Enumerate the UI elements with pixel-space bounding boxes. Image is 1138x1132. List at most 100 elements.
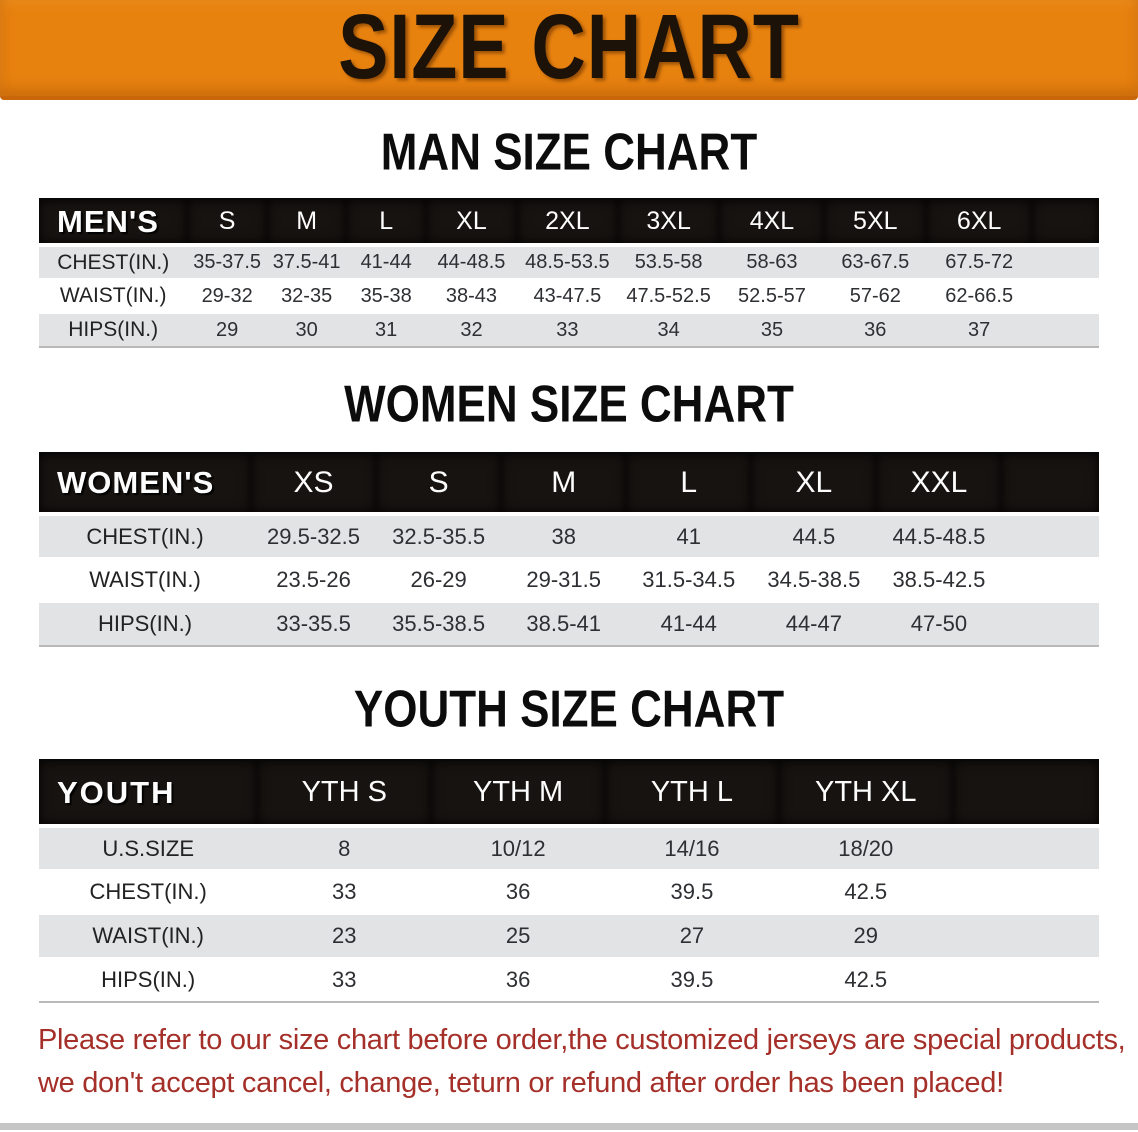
spacer-cell [1001,513,1099,558]
column-header: XXL [876,452,1002,516]
size-cell: 52.5-57 [719,278,825,313]
spacer-cell [1032,198,1099,247]
size-cell: 31.5-34.5 [626,557,752,602]
size-cell: 29.5-32.5 [251,513,377,558]
size-cell: 32 [425,312,518,347]
table-header-row: MEN'S S M L XL 2XL 3XL 4XL 5XL 6XL [39,198,1099,247]
size-cell: 23 [257,913,432,958]
corner-label: MEN'S [39,198,188,247]
column-header: 5XL [824,198,927,247]
spacer-cell [1001,601,1099,646]
column-header: 2XL [517,198,618,247]
column-header: 3XL [617,198,720,247]
size-cell: 34 [617,312,720,347]
size-cell: 34.5-38.5 [751,557,877,602]
size-cell: 62-66.5 [926,278,1033,313]
row-label: HIPS(IN.) [39,957,258,1002]
order-notice: Please refer to our size chart before or… [38,1019,1126,1105]
size-cell: 23.5-26 [251,557,377,602]
size-cell: 31 [346,312,426,347]
column-header: L [346,198,426,247]
row-label: HIPS(IN.) [39,601,251,646]
size-cell: 27 [605,913,779,958]
size-cell: 35.5-38.5 [376,601,502,646]
size-cell: 53.5-58 [617,244,720,279]
column-header: M [501,452,627,516]
size-cell: 63-67.5 [824,244,927,279]
size-cell: 44-48.5 [425,244,518,279]
column-header: YTH XL [778,759,953,828]
table-header-row: WOMEN'S XS S M L XL XXL [39,452,1099,516]
row-label: WAIST(IN.) [39,278,188,313]
size-cell: 44.5 [751,513,877,558]
row-label: CHEST(IN.) [39,244,188,279]
size-cell: 14/16 [605,825,779,870]
column-header: XL [751,452,877,516]
column-header: 6XL [926,198,1033,247]
size-cell: 35 [719,312,825,347]
size-cell: 38.5-42.5 [876,557,1002,602]
size-cell: 10/12 [431,825,606,870]
size-cell: 8 [257,825,432,870]
row-label: U.S.SIZE [39,825,258,870]
size-cell: 38-43 [425,278,518,313]
row-label: WAIST(IN.) [39,557,251,602]
size-cell: 33 [257,957,432,1002]
size-cell: 41 [626,513,752,558]
size-cell: 48.5-53.5 [517,244,618,279]
size-cell: 39.5 [605,957,779,1002]
order-notice-line-1: Please refer to our size chart before or… [38,1024,1126,1056]
table-row: CHEST(IN.) 29.5-32.5 32.5-35.5 38 41 44.5 44.5… [39,513,1099,558]
size-cell: 38 [501,513,627,558]
size-cell: 33 [517,312,618,347]
size-cell: 43-47.5 [517,278,618,313]
column-header: XS [251,452,377,516]
spacer-cell [1032,312,1099,347]
spacer-cell [952,869,1099,914]
size-cell: 35-37.5 [187,244,267,279]
size-cell: 33-35.5 [251,601,377,646]
size-cell: 67.5-72 [926,244,1033,279]
table-row: HIPS(IN.) 29 30 31 32 33 34 35 36 37 [39,312,1099,347]
corner-label: YOUTH [39,759,258,828]
corner-label: WOMEN'S [39,452,251,516]
size-cell: 41-44 [346,244,426,279]
table-row: WAIST(IN.) 23 25 27 29 [39,913,1099,958]
banner-title: SIZE CHART [338,0,800,99]
row-label: HIPS(IN.) [39,312,188,347]
size-cell: 29-31.5 [501,557,627,602]
column-header: L [626,452,752,516]
size-cell: 30 [266,312,347,347]
size-cell: 36 [431,957,606,1002]
size-chart-banner: SIZE CHART [0,0,1138,100]
size-cell: 44.5-48.5 [876,513,1002,558]
size-cell: 33 [257,869,432,914]
size-cell: 36 [824,312,927,347]
column-header: 4XL [719,198,825,247]
men-size-table: MEN'S S M L XL 2XL 3XL 4XL 5XL 6XL CHEST(IN.) 35-37… [39,198,1099,348]
size-cell: 42.5 [778,957,953,1002]
youth-size-table: YOUTH YTH S YTH M YTH L YTH XL U.S.SIZE 8 10/12… [39,759,1099,1003]
size-cell: 26-29 [376,557,502,602]
spacer-cell [952,759,1099,828]
size-cell: 41-44 [626,601,752,646]
column-header: M [266,198,347,247]
spacer-cell [952,825,1099,870]
size-cell: 37.5-41 [266,244,347,279]
size-cell: 38.5-41 [501,601,627,646]
size-cell: 37 [926,312,1033,347]
table-row: HIPS(IN.) 33 36 39.5 42.5 [39,957,1099,1002]
size-cell: 25 [431,913,606,958]
size-cell: 32.5-35.5 [376,513,502,558]
spacer-cell [952,913,1099,958]
size-cell: 57-62 [824,278,927,313]
size-cell: 29 [187,312,267,347]
size-cell: 29-32 [187,278,267,313]
column-header: YTH M [431,759,606,828]
table-header-row: YOUTH YTH S YTH M YTH L YTH XL [39,759,1099,828]
spacer-cell [1032,244,1099,279]
size-cell: 47.5-52.5 [617,278,720,313]
bottom-edge-strip [0,1123,1138,1130]
spacer-cell [1001,452,1099,516]
size-chart-content: MAN SIZE CHART MEN'S S M L XL 2XL 3XL 4XL 5XL 6XL… [0,125,1138,1105]
